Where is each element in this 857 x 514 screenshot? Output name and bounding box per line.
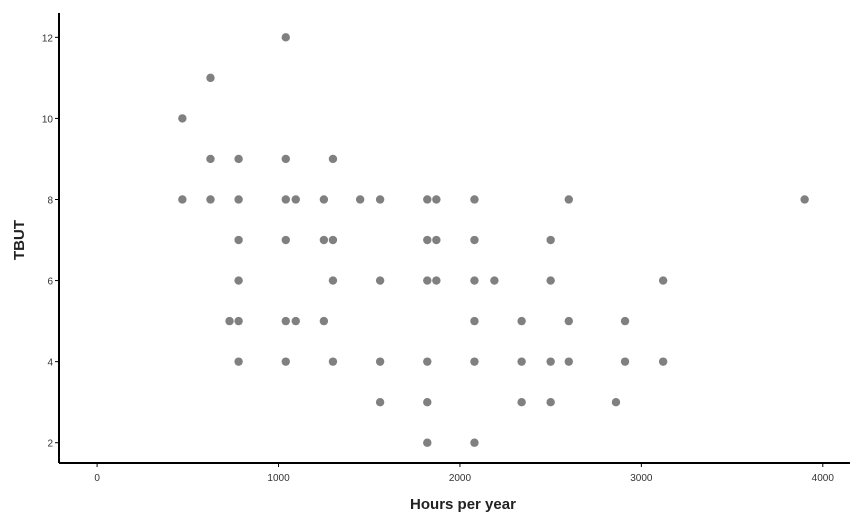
data-point — [319, 235, 329, 245]
data-point — [375, 397, 385, 407]
data-point — [178, 114, 187, 123]
y-tick-label: 6 — [47, 277, 53, 288]
x-tick-label: 3000 — [630, 473, 653, 484]
data-point — [281, 235, 290, 245]
data-point — [206, 154, 215, 164]
data-point — [423, 397, 432, 407]
data-point — [517, 397, 526, 407]
data-point — [234, 195, 243, 204]
data-point — [375, 195, 385, 204]
data-point — [423, 357, 432, 366]
data-point — [517, 316, 526, 326]
data-point — [375, 357, 385, 366]
data-point — [328, 276, 338, 285]
data-point — [658, 276, 668, 285]
data-point — [328, 357, 338, 366]
data-point — [517, 357, 526, 366]
y-tick-label: 10 — [42, 114, 54, 125]
data-point — [620, 316, 630, 326]
y-tick-label: 8 — [47, 195, 53, 206]
data-point — [432, 276, 441, 285]
data-point — [432, 235, 441, 245]
data-point — [281, 154, 290, 164]
data-point — [328, 235, 338, 245]
data-point — [470, 276, 479, 285]
data-point — [564, 195, 573, 204]
data-point — [423, 195, 432, 204]
data-point — [291, 316, 300, 326]
data-point — [800, 195, 809, 204]
data-point — [234, 357, 243, 366]
data-point — [658, 357, 668, 366]
data-point — [423, 235, 432, 245]
data-point — [470, 438, 479, 447]
y-tick-label: 2 — [47, 439, 53, 450]
data-point — [281, 357, 290, 366]
y-tick-label: 4 — [47, 358, 53, 369]
y-axis-ticks: 2 4 6 8 10 12 — [42, 33, 59, 450]
data-points — [178, 33, 809, 447]
y-axis-title: TBUT — [11, 220, 28, 260]
data-point — [319, 195, 329, 204]
data-point — [546, 235, 555, 245]
data-point — [319, 316, 329, 326]
data-point — [470, 357, 479, 366]
x-tick-label: 1000 — [267, 473, 290, 484]
data-point — [291, 195, 300, 204]
data-point — [206, 195, 215, 204]
x-tick-label: 4000 — [812, 473, 835, 484]
y-tick-label: 12 — [42, 33, 54, 44]
x-axis-title: Hours per year — [410, 496, 516, 513]
x-axis-ticks: 0 1000 2000 3000 4000 — [94, 463, 834, 484]
data-point — [470, 235, 479, 245]
data-point — [225, 316, 234, 326]
x-tick-label: 0 — [94, 473, 100, 484]
data-point — [281, 33, 290, 42]
data-point — [234, 316, 243, 326]
data-point — [546, 357, 555, 366]
data-point — [423, 276, 432, 285]
data-point — [206, 73, 215, 83]
data-point — [281, 316, 290, 326]
data-point — [432, 195, 441, 204]
data-point — [470, 316, 479, 326]
data-point — [328, 154, 338, 164]
data-point — [234, 276, 243, 285]
data-point — [423, 438, 432, 447]
data-point — [611, 397, 621, 407]
data-point — [234, 235, 243, 245]
data-point — [546, 397, 555, 407]
data-point — [178, 195, 187, 204]
data-point — [375, 276, 385, 285]
data-point — [620, 357, 630, 366]
data-point — [546, 276, 555, 285]
data-point — [355, 195, 365, 204]
data-point — [490, 276, 499, 285]
data-point — [281, 195, 290, 204]
data-point — [234, 154, 243, 164]
data-point — [470, 195, 479, 204]
data-point — [564, 357, 573, 366]
x-tick-label: 2000 — [449, 473, 472, 484]
data-point — [564, 316, 573, 326]
